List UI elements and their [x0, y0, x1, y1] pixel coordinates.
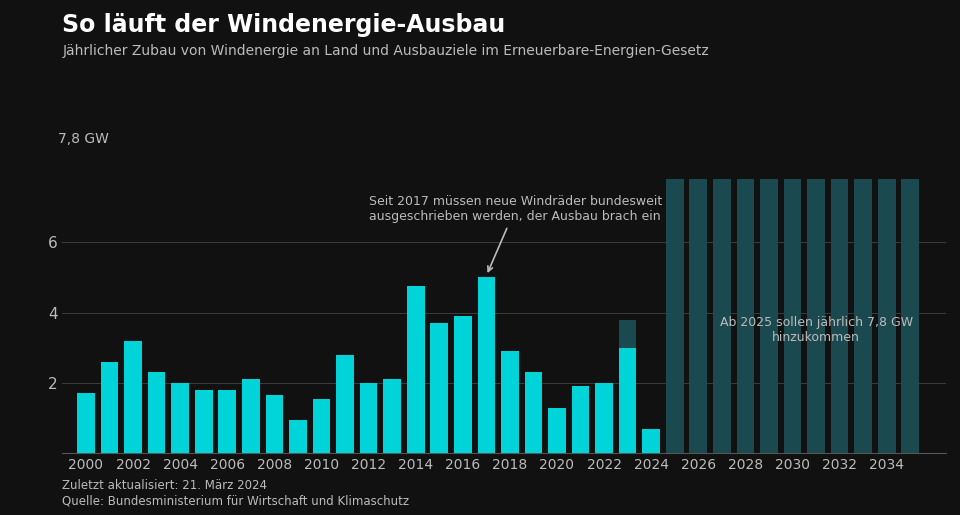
Bar: [877, 179, 896, 453]
Bar: [407, 286, 424, 453]
Bar: [783, 179, 802, 453]
Bar: [760, 179, 778, 453]
Bar: [171, 383, 189, 453]
Bar: [619, 348, 636, 453]
Text: So läuft der Windenergie-Ausbau: So läuft der Windenergie-Ausbau: [62, 13, 506, 37]
Bar: [360, 383, 377, 453]
Bar: [430, 323, 448, 453]
Bar: [619, 320, 636, 453]
Bar: [477, 278, 495, 453]
Text: Zuletzt aktualisiert: 21. März 2024: Zuletzt aktualisiert: 21. März 2024: [62, 479, 268, 492]
Bar: [124, 341, 142, 453]
Bar: [219, 390, 236, 453]
Bar: [289, 420, 307, 453]
Bar: [501, 351, 518, 453]
Bar: [901, 179, 919, 453]
Bar: [195, 390, 212, 453]
Bar: [242, 380, 259, 453]
Bar: [666, 179, 684, 453]
Bar: [807, 179, 825, 453]
Text: Seit 2017 müssen neue Windräder bundesweit
ausgeschrieben werden, der Ausbau bra: Seit 2017 müssen neue Windräder bundeswe…: [369, 195, 661, 271]
Bar: [148, 372, 165, 453]
Bar: [713, 179, 731, 453]
Text: Ab 2025 sollen jährlich 7,8 GW
hinzukommen: Ab 2025 sollen jährlich 7,8 GW hinzukomm…: [719, 316, 913, 344]
Text: Quelle: Bundesministerium für Wirtschaft und Klimaschutz: Quelle: Bundesministerium für Wirtschaft…: [62, 494, 410, 507]
Bar: [266, 395, 283, 453]
Bar: [595, 383, 612, 453]
Bar: [77, 393, 95, 453]
Bar: [383, 380, 401, 453]
Text: 7,8 GW: 7,8 GW: [58, 131, 108, 146]
Bar: [854, 179, 872, 453]
Bar: [313, 399, 330, 453]
Bar: [454, 316, 471, 453]
Bar: [642, 428, 660, 453]
Bar: [336, 355, 354, 453]
Bar: [736, 179, 755, 453]
Bar: [548, 407, 565, 453]
Text: Jährlicher Zubau von Windenergie an Land und Ausbauziele im Erneuerbare-Energien: Jährlicher Zubau von Windenergie an Land…: [62, 44, 709, 58]
Bar: [101, 362, 118, 453]
Bar: [830, 179, 849, 453]
Bar: [572, 386, 589, 453]
Bar: [524, 372, 542, 453]
Bar: [689, 179, 708, 453]
